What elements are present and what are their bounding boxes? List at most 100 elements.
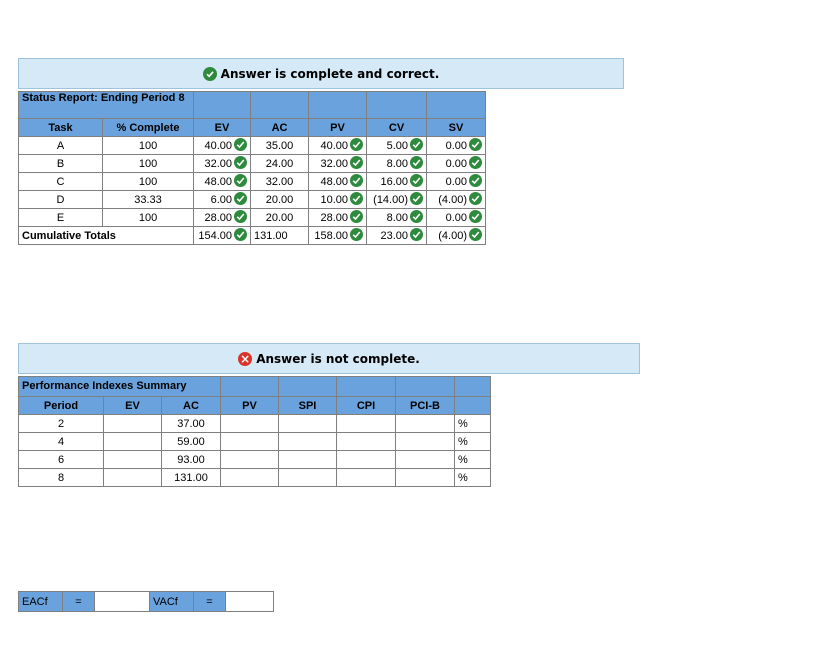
check-circle-icon — [410, 192, 424, 205]
sv-cell: 0.00 — [426, 154, 487, 173]
vacf-input[interactable] — [225, 591, 274, 612]
check-circle-icon — [350, 156, 364, 169]
spi-input[interactable] — [278, 414, 337, 433]
status-row: D 33.33 6.00 20.00 10.00 (14.00) (4.00) — [18, 190, 487, 209]
ac-cell: 20.00 — [250, 208, 310, 227]
pv-cell: 40.00 — [308, 136, 368, 155]
ev-input[interactable] — [103, 450, 162, 469]
cpi-input[interactable] — [336, 414, 396, 433]
task-cell: D — [18, 190, 103, 209]
ac-cell: 20.00 — [250, 190, 310, 209]
pv-input[interactable] — [220, 414, 279, 433]
pv-cell: 10.00 — [308, 190, 368, 209]
header-task: Task — [18, 118, 103, 137]
ev-value: 6.00 — [210, 193, 233, 206]
eacf-input[interactable] — [94, 591, 150, 612]
spi-input[interactable] — [278, 468, 337, 487]
status-row: A 100 40.00 35.00 40.00 5.00 0.00 — [18, 136, 487, 155]
check-circle-icon — [469, 192, 483, 205]
header-cpi: CPI — [336, 396, 396, 415]
ev-input[interactable] — [103, 414, 162, 433]
ac-cell: 93.00 — [161, 450, 221, 469]
pci-b-input[interactable] — [395, 432, 455, 451]
status-table-title: Status Report: Ending Period 8 — [17, 91, 195, 119]
eac-vac-row: EACf = VACf = — [18, 591, 274, 612]
perf-table-title: Performance Indexes Summary — [18, 376, 221, 397]
ev-cell: 40.00 — [193, 136, 252, 155]
ac-cell: 131.00 — [161, 468, 221, 487]
percent-unit: % — [454, 432, 491, 451]
header-spi: SPI — [278, 396, 337, 415]
ac-cell: 32.00 — [250, 172, 310, 191]
cpi-input[interactable] — [336, 450, 396, 469]
pv-input[interactable] — [220, 450, 279, 469]
check-circle-icon — [469, 228, 483, 241]
pct-complete-cell: 100 — [101, 136, 195, 155]
ev-value: 40.00 — [204, 139, 233, 152]
cv-cell: 5.00 — [366, 136, 428, 155]
totals-pv: 158.00 — [314, 229, 349, 242]
pv-input[interactable] — [220, 468, 279, 487]
pci-b-input[interactable] — [395, 450, 455, 469]
check-circle-icon — [202, 66, 217, 81]
pv-value: 32.00 — [320, 157, 349, 170]
sv-value: (4.00) — [438, 193, 468, 206]
cpi-input[interactable] — [336, 468, 396, 487]
pci-b-input[interactable] — [395, 468, 455, 487]
answer-correct-banner: Answer is complete and correct. — [18, 58, 624, 89]
pv-input[interactable] — [220, 432, 279, 451]
perf-row: 2 37.00% — [18, 414, 491, 433]
cv-value: (14.00) — [373, 193, 409, 206]
ac-cell: 37.00 — [161, 414, 221, 433]
percent-unit: % — [454, 450, 491, 469]
header-sv: SV — [426, 118, 487, 137]
cv-value: 16.00 — [380, 175, 409, 188]
sv-cell: 0.00 — [426, 136, 487, 155]
check-circle-icon — [234, 228, 248, 241]
pv-value: 48.00 — [320, 175, 349, 188]
totals-sv: (4.00) — [438, 229, 468, 242]
check-circle-icon — [469, 210, 483, 223]
check-circle-icon — [350, 174, 364, 187]
ev-value: 48.00 — [204, 175, 233, 188]
cv-value: 5.00 — [386, 139, 409, 152]
header-pv: PV — [308, 118, 368, 137]
check-circle-icon — [234, 138, 248, 151]
check-circle-icon — [234, 192, 248, 205]
check-circle-icon — [234, 210, 248, 223]
ev-cell: 32.00 — [193, 154, 252, 173]
task-cell: E — [18, 208, 103, 227]
ev-input[interactable] — [103, 432, 162, 451]
pv-cell: 48.00 — [308, 172, 368, 191]
header-pct-complete: % Complete — [101, 118, 195, 137]
status-report-table: Status Report: Ending Period 8 Task % Co… — [17, 91, 487, 245]
cv-value: 8.00 — [386, 157, 409, 170]
pci-b-input[interactable] — [395, 414, 455, 433]
perf-row: 8 131.00% — [18, 468, 491, 487]
header-pv: PV — [220, 396, 279, 415]
status-row: E 100 28.00 20.00 28.00 8.00 0.00 — [18, 208, 487, 227]
totals-ac: 131.00 — [250, 226, 310, 245]
check-circle-icon — [469, 138, 483, 151]
status-header-row: Task % Complete EV AC PV CV SV — [18, 118, 487, 137]
header-unit — [454, 396, 491, 415]
check-circle-icon — [469, 156, 483, 169]
spi-input[interactable] — [278, 450, 337, 469]
task-cell: A — [18, 136, 103, 155]
header-ac: AC — [250, 118, 310, 137]
totals-pv-cell: 158.00 — [308, 226, 368, 245]
period-cell: 2 — [18, 414, 104, 433]
period-cell: 4 — [18, 432, 104, 451]
check-circle-icon — [234, 156, 248, 169]
spi-input[interactable] — [278, 432, 337, 451]
sv-cell: 0.00 — [426, 208, 487, 227]
period-cell: 8 — [18, 468, 104, 487]
ev-input[interactable] — [103, 468, 162, 487]
ac-cell: 24.00 — [250, 154, 310, 173]
check-circle-icon — [410, 210, 424, 223]
totals-ev-cell: 154.00 — [193, 226, 252, 245]
sv-value: 0.00 — [445, 211, 468, 224]
pct-complete-cell: 100 — [101, 172, 195, 191]
cpi-input[interactable] — [336, 432, 396, 451]
perf-row: 4 59.00% — [18, 432, 491, 451]
